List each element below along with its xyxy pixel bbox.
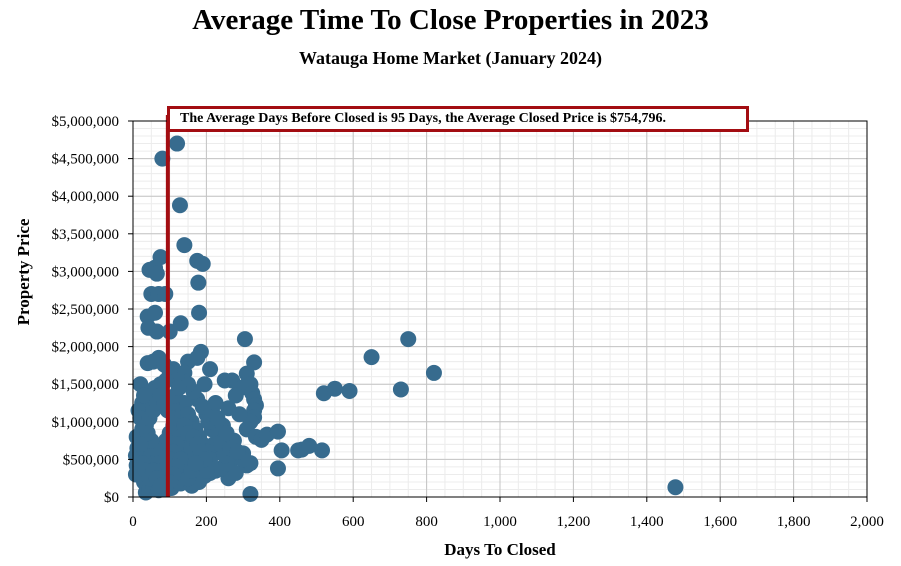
data-point	[176, 237, 193, 254]
annotation-box: The Average Days Before Closed is 95 Day…	[167, 106, 749, 132]
data-point	[425, 364, 442, 381]
y-tick-label: $2,500,000	[52, 302, 120, 318]
x-tick-labels: 0 200 400 600 800 1,000 1,200 1,400 1,600 1,800 2,…	[129, 514, 884, 530]
data-point	[148, 265, 165, 282]
data-point	[190, 274, 207, 291]
y-tick-label: $500,000	[63, 452, 119, 468]
data-point	[189, 349, 206, 366]
data-point	[220, 400, 237, 417]
data-point	[363, 349, 380, 366]
chart-subtitle: Watauga Home Market (January 2024)	[299, 48, 602, 68]
data-point	[246, 354, 263, 371]
data-point	[157, 285, 174, 302]
y-tick-label: $2,000,000	[52, 340, 120, 356]
y-tick-labels: $0 $500,000 $1,000,000 $1,500,000 $2,000,000…	[52, 114, 120, 506]
data-point	[171, 197, 188, 214]
data-point	[218, 425, 235, 442]
data-point	[170, 379, 187, 396]
data-point	[341, 382, 358, 399]
data-point	[273, 442, 290, 459]
data-point	[667, 479, 684, 496]
y-tick-label: $4,500,000	[52, 152, 120, 168]
data-point	[269, 460, 286, 477]
x-tick-label: 1,600	[703, 514, 737, 530]
x-tick-label: 1,400	[630, 514, 664, 530]
data-point	[314, 442, 331, 459]
data-point	[148, 323, 165, 340]
data-point	[172, 315, 189, 332]
y-tick-label: $3,000,000	[52, 264, 120, 280]
data-point	[187, 455, 204, 472]
data-points	[127, 135, 684, 502]
x-tick-label: 400	[269, 514, 292, 530]
grid-lines	[132, 120, 868, 498]
data-point	[392, 381, 409, 398]
y-tick-label: $1,500,000	[52, 377, 120, 393]
data-point	[229, 443, 246, 460]
data-point	[269, 423, 286, 440]
y-tick-label: $1,000,000	[52, 415, 120, 431]
data-point	[202, 361, 219, 378]
y-tick-label: $0	[104, 490, 119, 506]
data-point	[152, 477, 169, 494]
y-tick-label: $5,000,000	[52, 114, 120, 130]
x-tick-label: 1,200	[557, 514, 591, 530]
x-axis-label: Days To Closed	[444, 540, 556, 559]
data-point	[169, 135, 186, 152]
data-point	[242, 485, 259, 502]
data-point	[191, 304, 208, 321]
data-point	[236, 331, 253, 348]
data-point	[136, 387, 153, 404]
x-tick-label: 200	[195, 514, 218, 530]
x-tick-label: 1,800	[777, 514, 811, 530]
data-point	[301, 437, 318, 454]
chart-title: Average Time To Close Properties in 2023	[192, 4, 709, 36]
x-tick-label: 600	[342, 514, 365, 530]
y-tick-label: $3,500,000	[52, 227, 120, 243]
data-point	[326, 380, 343, 397]
data-point	[132, 436, 149, 453]
data-point	[207, 395, 224, 411]
data-point	[400, 331, 417, 348]
x-tick-label: 1,000	[483, 514, 517, 530]
x-tick-label: 800	[415, 514, 438, 530]
y-tick-label: $4,000,000	[52, 189, 120, 205]
data-point	[147, 304, 164, 321]
data-point	[227, 387, 244, 404]
x-tick-label: 0	[129, 514, 137, 530]
data-point	[194, 255, 211, 272]
x-tick-label: 2,000	[850, 514, 884, 530]
